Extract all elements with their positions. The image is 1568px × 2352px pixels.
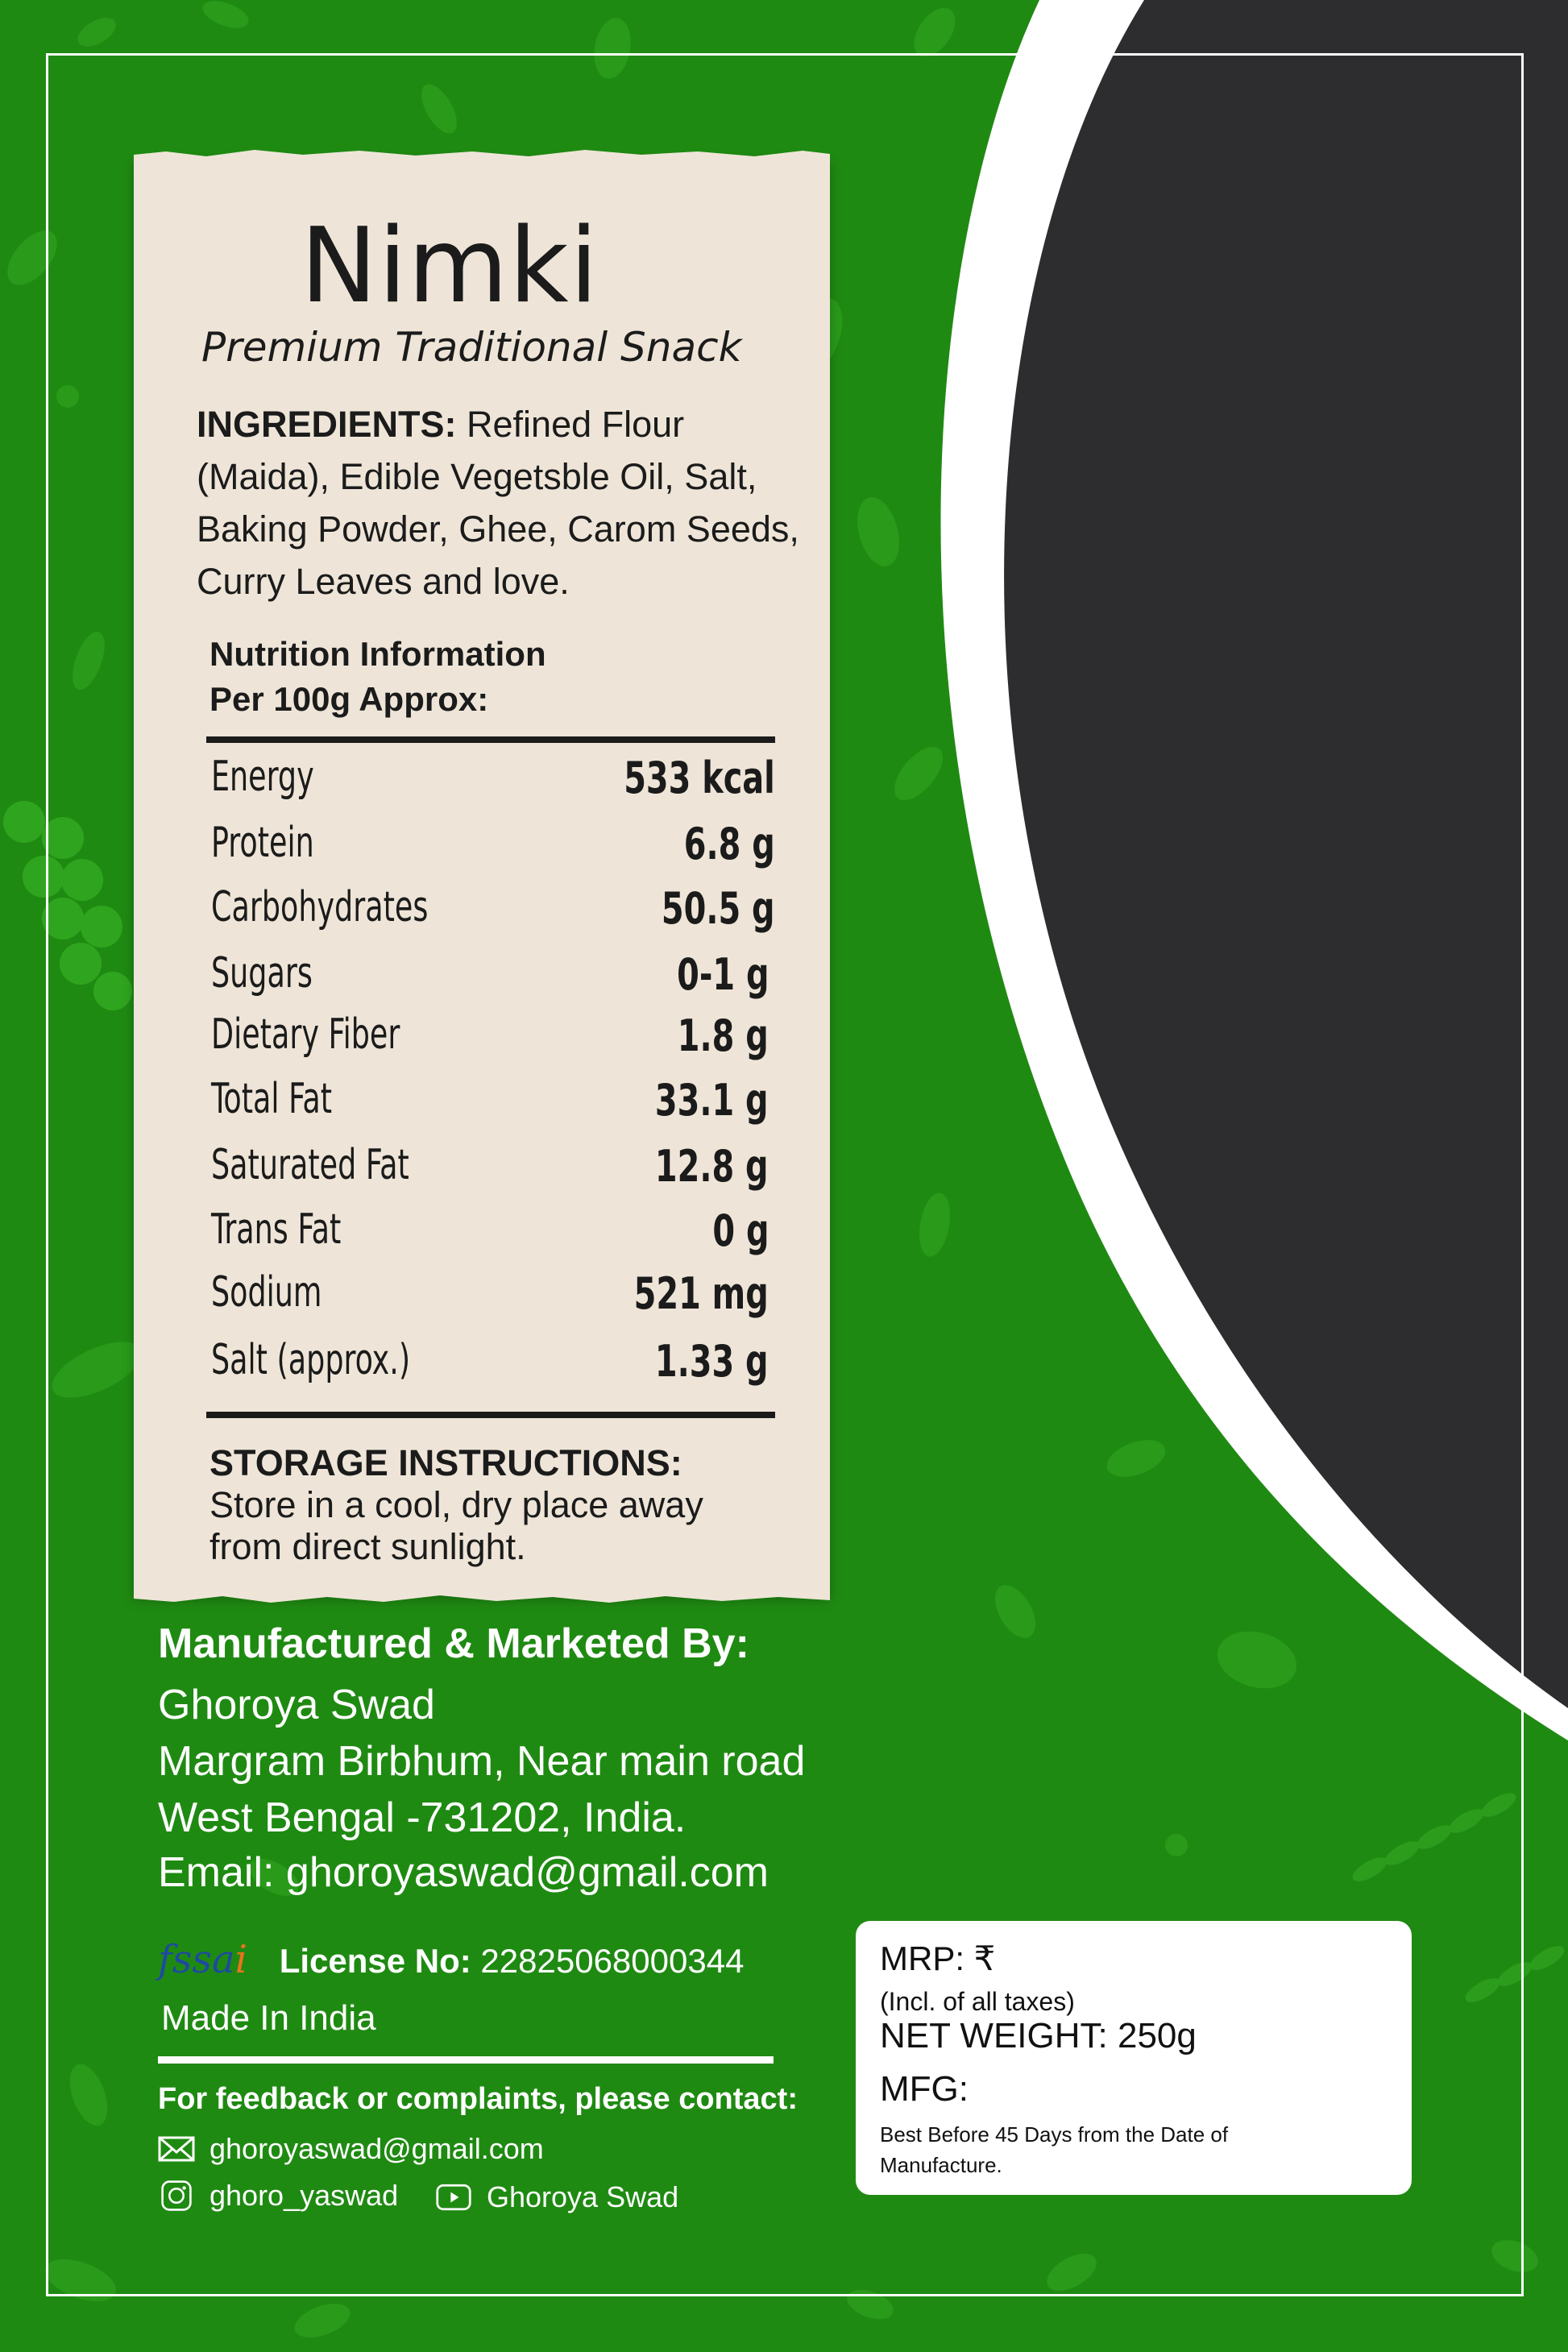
license-line: fssai License No: 22825068000344 xyxy=(158,1937,744,1982)
nutrition-row: Salt (approx.) 1.33 g xyxy=(211,1336,775,1392)
nutrition-heading-line2: Per 100g Approx: xyxy=(209,680,489,718)
nutrition-heading: Nutrition Information Per 100g Approx: xyxy=(209,632,546,722)
nutrition-row: Energy 533 kcal xyxy=(211,753,775,809)
feedback-heading: For feedback or complaints, please conta… xyxy=(158,2082,798,2116)
white-border-frame xyxy=(46,53,1524,2296)
manufacturer-email: Email: ghoroyaswad@gmail.com xyxy=(158,1849,769,1896)
youtube-icon xyxy=(436,2184,471,2211)
nutrition-row: Protein 6.8 g xyxy=(211,819,775,875)
fssai-logo: fssai xyxy=(158,1937,248,1982)
mrp-label: MRP: ₹ xyxy=(880,1939,996,1977)
storage-instructions: STORAGE INSTRUCTIONS: Store in a cool, d… xyxy=(209,1442,703,1568)
nutrition-row: Sugars 0-1 g xyxy=(211,949,775,1006)
feedback-email-row[interactable]: ghoroyaswad@gmail.com xyxy=(158,2132,544,2166)
product-tagline: Premium Traditional Snack xyxy=(201,324,742,371)
price-info-box: MRP: ₹ (Incl. of all taxes) NET WEIGHT: … xyxy=(856,1921,1412,2195)
made-in-india: Made In India xyxy=(161,1998,376,2038)
nutrition-row: Sodium 521 mg xyxy=(211,1268,775,1325)
manufacturer-name: Ghoroya Swad xyxy=(158,1682,435,1728)
torn-edge-top xyxy=(134,150,830,163)
torn-edge-bottom xyxy=(134,1591,830,1603)
instagram-row[interactable]: ghoro_yaswad xyxy=(158,2179,398,2213)
nutrition-row: Total Fat 33.1 g xyxy=(211,1075,775,1131)
instagram-icon xyxy=(161,2180,192,2211)
ingredients-text: Refined Flour (Maida), Edible Vegetsble … xyxy=(197,404,799,602)
tax-note: (Incl. of all taxes) xyxy=(880,1987,1075,2016)
storage-line1: Store in a cool, dry place away xyxy=(209,1484,703,1525)
manufacturer-address-line2: West Bengal -731202, India. xyxy=(158,1794,687,1841)
best-before-line2: Manufacture. xyxy=(880,2153,1002,2177)
nutrition-top-rule xyxy=(206,736,775,743)
nutrition-row: Trans Fat 0 g xyxy=(211,1205,775,1262)
nutrition-row: Dietary Fiber 1.8 g xyxy=(211,1010,775,1067)
nutrition-row: Saturated Fat 12.8 g xyxy=(211,1141,775,1197)
divider xyxy=(158,2056,774,2064)
mfg-label: MFG: xyxy=(880,2069,969,2109)
youtube-row[interactable]: Ghoroya Swad xyxy=(435,2180,678,2214)
nutrient-label: Trans Fat xyxy=(211,1205,342,1254)
nutrient-value: 0-1 g xyxy=(676,949,769,1000)
nutrient-label: Saturated Fat xyxy=(211,1141,409,1189)
nutrient-value: 533 kcal xyxy=(624,753,775,803)
nutrition-label-paper: Nimki Premium Traditional Snack INGREDIE… xyxy=(134,150,830,1603)
youtube-channel: Ghoroya Swad xyxy=(487,2180,679,2213)
nutrient-label: Salt (approx.) xyxy=(211,1336,411,1384)
nutrition-row: Carbohydrates 50.5 g xyxy=(211,883,775,940)
nutrition-heading-line1: Nutrition Information xyxy=(209,635,546,673)
nutrient-value: 1.8 g xyxy=(678,1010,769,1061)
nutrient-value: 50.5 g xyxy=(662,883,775,934)
nutrient-label: Energy xyxy=(211,753,314,801)
license-number: 22825068000344 xyxy=(480,1942,745,1980)
feedback-email: ghoroyaswad@gmail.com xyxy=(209,2132,544,2165)
nutrient-label: Sugars xyxy=(211,949,313,998)
nutrient-value: 33.1 g xyxy=(655,1075,769,1126)
manufacturer-address-line1: Margram Birbhum, Near main road xyxy=(158,1738,806,1785)
nutrient-value: 12.8 g xyxy=(655,1141,769,1192)
net-weight: NET WEIGHT: 250g xyxy=(880,2016,1197,2055)
manufacturer-heading: Manufactured & Marketed By: xyxy=(158,1620,749,1667)
nutrient-label: Carbohydrates xyxy=(211,883,429,931)
storage-line2: from direct sunlight. xyxy=(209,1526,526,1567)
best-before-line1: Best Before 45 Days from the Date of xyxy=(880,2122,1229,2147)
nutrient-label: Total Fat xyxy=(211,1075,333,1123)
storage-label: STORAGE INSTRUCTIONS: xyxy=(209,1442,682,1483)
mail-icon xyxy=(158,2136,195,2162)
ingredients-label: INGREDIENTS: xyxy=(197,404,457,445)
license-label: License No: xyxy=(279,1942,471,1980)
product-title: Nimki xyxy=(300,206,599,326)
nutrient-label: Sodium xyxy=(211,1268,322,1317)
instagram-handle: ghoro_yaswad xyxy=(209,2179,399,2212)
ingredients-block: INGREDIENTS: Refined Flour (Maida), Edib… xyxy=(197,398,809,608)
nutrient-value: 1.33 g xyxy=(655,1336,769,1387)
nutrient-label: Protein xyxy=(211,819,314,867)
nutrient-value: 6.8 g xyxy=(684,819,775,869)
nutrient-label: Dietary Fiber xyxy=(211,1010,400,1059)
nutrient-value: 0 g xyxy=(711,1205,769,1256)
nutrient-value: 521 mg xyxy=(633,1268,769,1319)
nutrition-bottom-rule xyxy=(206,1412,775,1418)
